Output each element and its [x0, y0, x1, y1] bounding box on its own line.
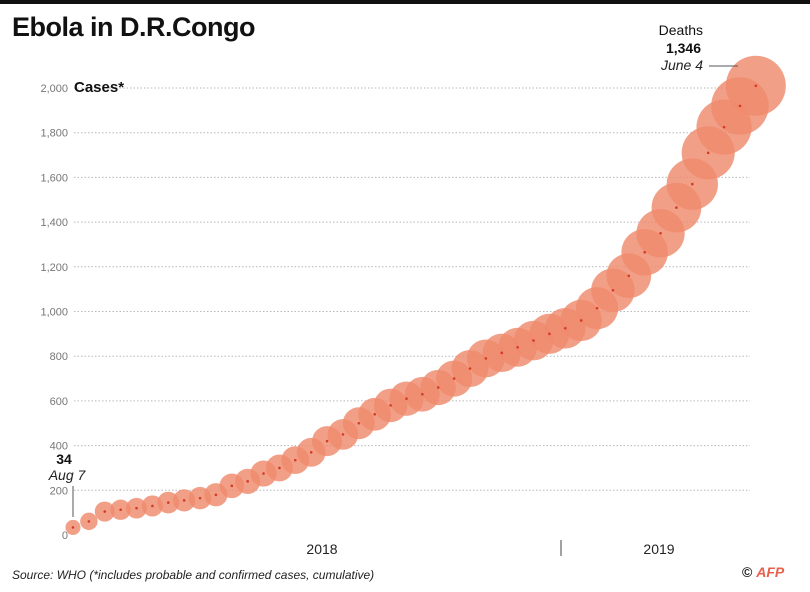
y-tick-label: 600	[50, 396, 68, 408]
start-value-label: 34	[56, 451, 72, 467]
bubbles	[65, 55, 786, 535]
data-points	[71, 84, 758, 529]
data-dot	[405, 397, 408, 400]
year-label-2019: 2019	[643, 541, 674, 557]
data-dot	[484, 357, 488, 360]
data-dot	[182, 499, 186, 502]
y-tick-label: 1,400	[40, 217, 68, 229]
end-date-label: June 4	[660, 57, 703, 73]
data-dot	[71, 526, 75, 529]
data-dot	[691, 182, 694, 186]
data-dot	[436, 386, 440, 389]
top-border	[0, 0, 810, 4]
start-date-label: Aug 7	[48, 467, 87, 483]
data-dot	[706, 151, 710, 155]
y-tick-label: 1,800	[40, 128, 68, 140]
data-dot	[103, 510, 107, 513]
data-dot	[659, 231, 662, 235]
gridlines	[74, 87, 750, 491]
y-tick-label: 1,200	[40, 262, 68, 274]
data-dot	[373, 413, 377, 416]
y-axis-ticks: 0 200 400 600 800 1,000 1,200 1,400 1,600 1,800 2,…	[40, 83, 68, 542]
data-dot	[246, 480, 249, 483]
data-dot	[579, 319, 583, 322]
data-dot	[309, 451, 313, 454]
source-note: Source: WHO (*includes probable and conf…	[12, 568, 375, 582]
data-dot	[627, 274, 631, 278]
data-dot	[214, 493, 218, 497]
data-dot	[611, 288, 615, 292]
data-dot	[357, 421, 361, 425]
y-tick-label: 1,600	[40, 172, 68, 184]
y-tick-label: 2,000	[40, 83, 68, 95]
data-dot	[738, 104, 742, 108]
data-dot	[198, 496, 202, 500]
data-dot	[294, 458, 297, 462]
data-dot	[452, 377, 456, 380]
data-dot	[262, 472, 265, 475]
y-tick-label: 0	[62, 530, 68, 542]
afp-credit: © AFP	[742, 564, 784, 580]
data-dot	[468, 367, 472, 370]
y-tick-label: 400	[50, 441, 68, 453]
data-dot	[389, 404, 392, 407]
data-dot	[675, 206, 678, 209]
data-dot	[754, 84, 758, 88]
chart-title: Ebola in D.R.Congo	[12, 12, 255, 42]
data-dot	[325, 439, 329, 443]
data-dot	[166, 501, 170, 504]
data-dot	[230, 484, 234, 488]
deaths-heading: Deaths	[659, 22, 703, 38]
data-dot	[151, 504, 154, 508]
y-axis-label: Cases*	[74, 79, 124, 96]
y-tick-label: 800	[50, 351, 68, 363]
data-dot	[516, 345, 519, 349]
copyright-symbol: ©	[742, 564, 753, 580]
data-dot	[421, 392, 424, 396]
data-dot	[643, 250, 646, 254]
data-dot	[119, 508, 122, 512]
data-dot	[500, 351, 504, 355]
afp-logo: AFP	[756, 564, 785, 580]
data-dot	[563, 326, 567, 330]
data-dot	[722, 125, 726, 129]
data-dot	[135, 506, 138, 510]
year-label-2018: 2018	[306, 541, 337, 557]
data-dot	[87, 520, 91, 523]
data-dot	[278, 466, 281, 470]
data-dot	[532, 339, 535, 342]
bubble-chart: 0 200 400 600 800 1,000 1,200 1,400 1,600 1,800 2,…	[40, 22, 786, 557]
y-tick-label: 200	[50, 485, 68, 497]
deaths-value-label: 1,346	[666, 40, 701, 56]
data-dot	[595, 306, 599, 310]
data-dot	[341, 433, 345, 436]
data-dot	[548, 332, 551, 336]
y-tick-label: 1,000	[40, 307, 68, 319]
